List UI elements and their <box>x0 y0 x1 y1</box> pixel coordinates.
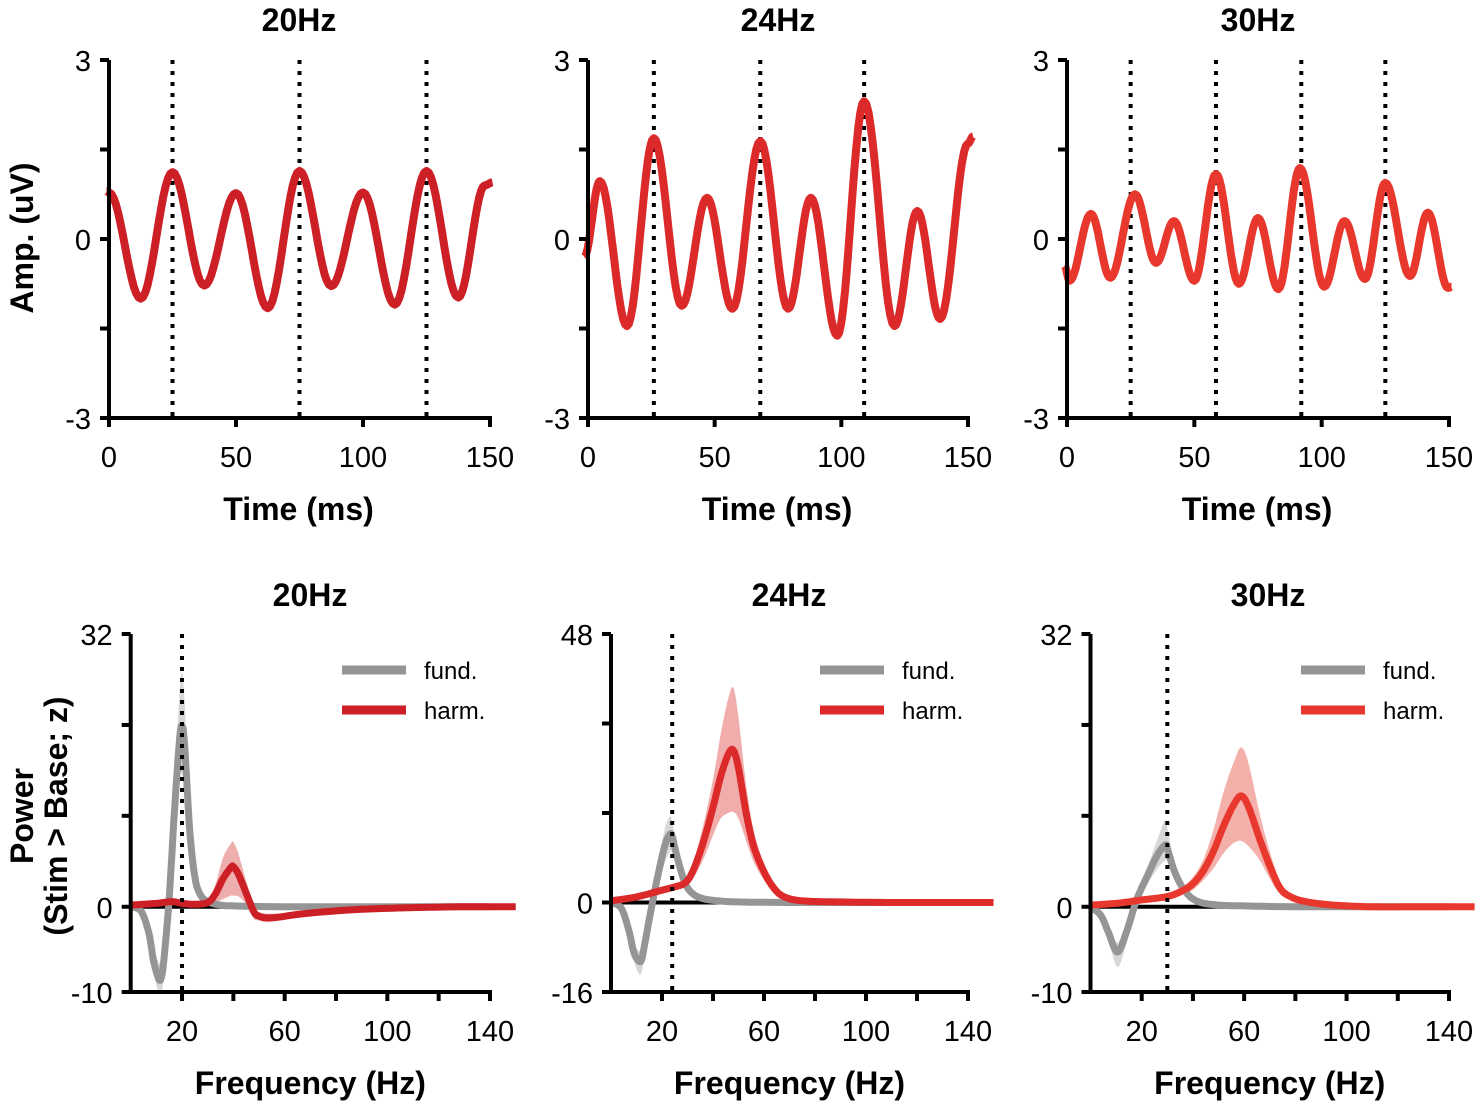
x-tick-label: 0 <box>580 442 596 474</box>
x-tick-label: 100 <box>817 442 865 474</box>
legend-label-harm: harm. <box>1383 698 1444 725</box>
series-line-harm <box>1088 792 1476 911</box>
x-tick-label: 50 <box>220 442 252 474</box>
x-axis-label: Frequency (Hz) <box>674 1065 905 1101</box>
error-band-harm <box>130 841 516 923</box>
y-tick-label: -3 <box>65 404 91 436</box>
y-tick-label: -3 <box>1023 404 1049 436</box>
error-band-fund <box>1090 820 1449 968</box>
panel-bottom-middle: 24Hz -16 0 48 20 60 100 140 Frequency (Hz) fund. h… <box>551 577 994 1101</box>
panel-title: 30Hz <box>1231 577 1306 613</box>
x-tick-label: 60 <box>269 1016 301 1048</box>
x-tick-label: 0 <box>101 442 117 474</box>
panel-title: 24Hz <box>741 2 816 38</box>
panel-title: 24Hz <box>752 577 827 613</box>
x-tick-label: 50 <box>699 442 731 474</box>
waveform-line <box>102 167 496 313</box>
y-tick-label: 3 <box>75 46 91 78</box>
y-tick-label: 0 <box>1056 893 1072 925</box>
x-axis-label: Frequency (Hz) <box>195 1065 426 1101</box>
series-line-fund <box>127 722 490 984</box>
y-tick-label: 0 <box>97 893 113 925</box>
panel-top-left: 20Hz -3 0 3 0 50 100 150 Time (ms) <box>65 2 514 527</box>
error-band-harm <box>611 686 994 904</box>
panel-title: 30Hz <box>1221 2 1296 38</box>
x-tick-label: 150 <box>1425 442 1473 474</box>
x-tick-label: 100 <box>363 1016 411 1048</box>
legend-label-fund: fund. <box>902 658 955 685</box>
x-tick-label: 140 <box>1425 1016 1473 1048</box>
bottom-row-ylabel-line1: Power <box>4 768 40 864</box>
x-tick-label: 60 <box>1228 1016 1260 1048</box>
error-band-harm <box>1090 747 1475 908</box>
x-axis-label: Time (ms) <box>223 491 374 527</box>
x-tick-label: 100 <box>1322 1016 1370 1048</box>
y-tick-label: 0 <box>554 225 570 257</box>
legend-label-fund: fund. <box>1383 658 1436 685</box>
y-tick-label: 0 <box>577 889 593 921</box>
y-tick-label: 3 <box>554 46 570 78</box>
panel-title: 20Hz <box>262 2 337 38</box>
x-axis-label: Time (ms) <box>1182 491 1333 527</box>
y-tick-label: -10 <box>71 978 113 1010</box>
x-axis-label: Frequency (Hz) <box>1154 1065 1385 1101</box>
y-tick-label: 32 <box>1040 620 1072 652</box>
legend-label-harm: harm. <box>424 698 485 725</box>
x-tick-label: 100 <box>339 442 387 474</box>
top-row-ylabel: Amp. (uV) <box>4 162 40 313</box>
x-tick-label: 150 <box>466 442 514 474</box>
legend-label-fund: fund. <box>424 658 477 685</box>
x-tick-label: 100 <box>1297 442 1345 474</box>
x-axis-label: Time (ms) <box>702 491 853 527</box>
x-tick-label: 0 <box>1059 442 1075 474</box>
x-tick-label: 50 <box>1178 442 1210 474</box>
waveform-line <box>581 97 977 340</box>
y-tick-label: -3 <box>544 404 570 436</box>
x-tick-label: 20 <box>1126 1016 1158 1048</box>
x-tick-label: 140 <box>944 1016 992 1048</box>
panel-bottom-left: 20Hz -10 0 32 20 60 100 140 Frequency (Hz) fund. h… <box>71 577 517 1101</box>
series-line-harm <box>609 745 994 906</box>
legend-label-harm: harm. <box>902 698 963 725</box>
y-tick-label: -10 <box>1031 978 1073 1010</box>
x-tick-label: 150 <box>944 442 992 474</box>
y-tick-label: 0 <box>75 225 91 257</box>
y-tick-label: 3 <box>1033 46 1049 78</box>
x-tick-label: 100 <box>842 1016 890 1048</box>
y-tick-label: -16 <box>551 978 593 1010</box>
panel-title: 20Hz <box>273 577 348 613</box>
series-line-harm <box>128 862 517 922</box>
y-tick-label: 0 <box>1033 225 1049 257</box>
panel-bottom-right: 30Hz -10 0 32 20 60 100 140 Frequency (Hz) fund. h… <box>1031 577 1476 1101</box>
bottom-row-ylabel-line2: (Stim > Base; z) <box>38 696 74 935</box>
x-tick-label: 20 <box>166 1016 198 1048</box>
x-tick-label: 140 <box>466 1016 514 1048</box>
x-tick-label: 60 <box>748 1016 780 1048</box>
y-tick-label: 32 <box>80 620 112 652</box>
y-tick-label: 48 <box>561 620 593 652</box>
panel-top-right: 30Hz -3 0 3 0 50 100 150 Time (ms) <box>1023 2 1473 527</box>
waveform-line <box>1060 164 1456 294</box>
panel-top-middle: 24Hz -3 0 3 0 50 100 150 Time (ms) <box>544 2 992 527</box>
x-tick-label: 20 <box>646 1016 678 1048</box>
series-line-fund <box>608 830 968 966</box>
